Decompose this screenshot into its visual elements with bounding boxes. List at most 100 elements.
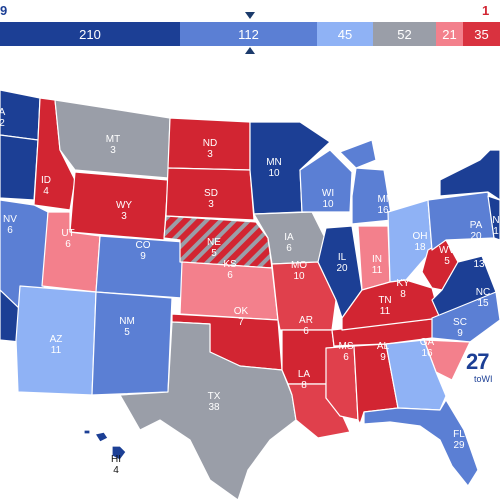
midpoint-marker-bottom-icon [245, 47, 255, 54]
label-FL-ev: 29 [453, 440, 465, 451]
label-CO-ev: 9 [140, 251, 146, 262]
state-MI[interactable] [339, 139, 393, 225]
label-WV-abbr: WV [439, 245, 455, 256]
label-UT-ev: 6 [65, 239, 71, 250]
label-WI-abbr: WI [322, 188, 334, 199]
dem-total-label: 9 [0, 3, 8, 18]
label-MO-ev: 10 [293, 271, 305, 282]
label-NJ-ev: 1 [493, 226, 499, 237]
state-NC[interactable] [431, 291, 500, 343]
label-SC-ev: 9 [457, 328, 463, 339]
label-MN-ev: 10 [268, 168, 280, 179]
label-NE-abbr: NE [207, 237, 221, 248]
label-NJ-abbr: N [492, 215, 499, 226]
label-ID-ev: 4 [43, 186, 49, 197]
electoral-vote-bar: 210 112 45 52 21 35 [0, 22, 500, 46]
label-ND-abbr: ND [203, 138, 217, 149]
label-IN-abbr: IN [372, 254, 382, 265]
state-WI[interactable] [299, 149, 353, 213]
label-MI-ev: 16 [377, 205, 389, 216]
label-LA-abbr: LA [298, 369, 311, 380]
state-MT[interactable] [54, 99, 171, 179]
state-FL[interactable] [363, 399, 479, 487]
label-OK-abbr: OK [234, 306, 249, 317]
label-OK-ev: 7 [238, 317, 244, 328]
label-IL-abbr: IL [338, 252, 347, 263]
state-AZ[interactable] [15, 285, 97, 396]
label-IA-abbr: IA [284, 232, 294, 243]
label-AL-ev: 9 [380, 352, 386, 363]
state-labels: A 2 MT 3 ND 3 MN 10 ID 4 WY 3 SD 3 WI 10… [0, 107, 500, 476]
label-WY-ev: 3 [121, 211, 127, 222]
lean-rep-segment[interactable]: 21 [436, 22, 463, 46]
label-WA-abbr: A [0, 107, 6, 118]
state-HI[interactable] [83, 429, 127, 461]
label-HI-ev: 4 [113, 465, 119, 476]
label-TX-ev: 38 [208, 402, 220, 413]
us-electoral-map: A 2 MT 3 ND 3 MN 10 ID 4 WY 3 SD 3 WI 10… [0, 89, 500, 500]
label-WY-abbr: WY [116, 200, 132, 211]
label-FL-abbr: FL [453, 429, 465, 440]
tossup-segment[interactable]: 52 [373, 22, 436, 46]
label-SC-abbr: SC [453, 317, 467, 328]
rep-total-label: 1 [482, 3, 490, 18]
label-IA-ev: 6 [286, 243, 292, 254]
state-OH[interactable] [387, 199, 433, 283]
midpoint-marker-icon [245, 12, 255, 19]
label-WI-ev: 10 [322, 199, 334, 210]
label-MS-abbr: MS [339, 341, 354, 352]
label-KS-abbr: KS [223, 259, 237, 270]
label-VA-ev: 13 [473, 259, 485, 270]
label-AZ-ev: 11 [51, 345, 62, 356]
likely-rep-segment[interactable]: 35 [463, 22, 500, 46]
label-GA-ev: 16 [421, 348, 433, 359]
label-LA-ev: 8 [301, 380, 307, 391]
likely-dem-segment[interactable]: 112 [180, 22, 317, 46]
label-MI-abbr: MI [377, 194, 388, 205]
label-KY-ev: 8 [400, 289, 406, 300]
label-OH-abbr: OH [413, 231, 428, 242]
label-MT-ev: 3 [110, 145, 116, 156]
label-NM-abbr: NM [119, 316, 135, 327]
safe-dem-segment[interactable]: 210 [0, 22, 180, 46]
label-NE-ev: 5 [211, 248, 217, 259]
state-MS[interactable] [325, 345, 359, 421]
label-ID-abbr: ID [41, 175, 51, 186]
state-KY[interactable] [341, 279, 441, 331]
label-PA-ev: 20 [470, 231, 482, 242]
label-KY-abbr: KY [396, 278, 410, 289]
label-NV-ev: 6 [7, 225, 13, 236]
label-TN-abbr: TN [378, 295, 391, 306]
label-NC-ev: 15 [477, 298, 489, 309]
state-NM[interactable] [91, 291, 173, 396]
state-WA[interactable] [0, 89, 41, 141]
state-OR[interactable] [0, 134, 39, 201]
label-SD-ev: 3 [208, 199, 214, 210]
label-IN-ev: 11 [372, 265, 383, 276]
state-PA[interactable] [427, 191, 495, 251]
label-AL-abbr: AL [377, 341, 390, 352]
label-HI-abbr: HI [111, 454, 121, 465]
label-WA-ev: 2 [0, 118, 5, 129]
label-TX-abbr: TX [208, 391, 221, 402]
label-WV-ev: 5 [444, 256, 450, 267]
label-AR-ev: 6 [303, 326, 309, 337]
label-UT-abbr: UT [61, 228, 74, 239]
label-IL-ev: 20 [336, 263, 348, 274]
label-AR-abbr: AR [299, 315, 313, 326]
state-NY[interactable] [439, 149, 500, 201]
site-logo-mark[interactable]: 27 [466, 349, 490, 374]
label-NM-ev: 5 [124, 327, 130, 338]
label-NV-abbr: NV [3, 214, 17, 225]
label-TN-ev: 11 [380, 306, 391, 317]
label-CO-abbr: CO [136, 240, 151, 251]
state-NJ[interactable] [487, 195, 500, 241]
state-SD[interactable] [165, 167, 255, 221]
label-MS-ev: 6 [343, 352, 349, 363]
label-ND-ev: 3 [207, 149, 213, 160]
label-VA-abbr: VA [473, 248, 486, 259]
lean-dem-segment[interactable]: 45 [317, 22, 373, 46]
label-AZ-abbr: AZ [50, 334, 63, 345]
label-MN-abbr: MN [266, 157, 282, 168]
label-KS-ev: 6 [227, 270, 233, 281]
